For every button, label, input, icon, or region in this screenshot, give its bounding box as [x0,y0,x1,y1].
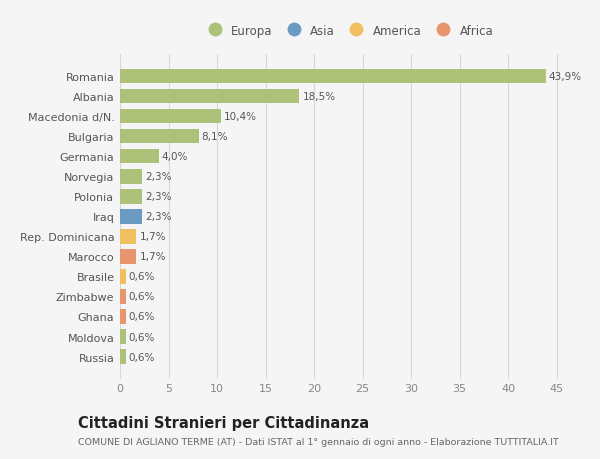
Text: 2,3%: 2,3% [145,212,172,222]
Bar [120,210,142,224]
Bar [120,170,142,184]
Text: 18,5%: 18,5% [302,92,335,102]
Text: 0,6%: 0,6% [129,332,155,342]
Text: 10,4%: 10,4% [224,112,257,122]
Text: 1,7%: 1,7% [139,252,166,262]
Legend: Europa, Asia, America, Africa: Europa, Asia, America, Africa [200,22,496,40]
Bar [120,330,126,344]
Text: 2,3%: 2,3% [145,192,172,202]
Bar [120,110,221,124]
Bar [120,230,136,244]
Text: 0,6%: 0,6% [129,292,155,302]
Text: Cittadini Stranieri per Cittadinanza: Cittadini Stranieri per Cittadinanza [78,415,369,431]
Text: 2,3%: 2,3% [145,172,172,182]
Bar [120,290,126,304]
Text: 43,9%: 43,9% [549,72,582,82]
Bar [120,70,546,84]
Text: COMUNE DI AGLIANO TERME (AT) - Dati ISTAT al 1° gennaio di ogni anno - Elaborazi: COMUNE DI AGLIANO TERME (AT) - Dati ISTA… [78,437,559,446]
Bar [120,90,299,104]
Bar [120,150,159,164]
Text: 0,6%: 0,6% [129,312,155,322]
Bar [120,310,126,324]
Text: 8,1%: 8,1% [202,132,228,142]
Text: 4,0%: 4,0% [162,152,188,162]
Text: 0,6%: 0,6% [129,352,155,362]
Bar [120,350,126,364]
Bar [120,269,126,284]
Bar [120,250,136,264]
Text: 1,7%: 1,7% [139,232,166,242]
Text: 0,6%: 0,6% [129,272,155,282]
Bar [120,190,142,204]
Bar [120,130,199,144]
